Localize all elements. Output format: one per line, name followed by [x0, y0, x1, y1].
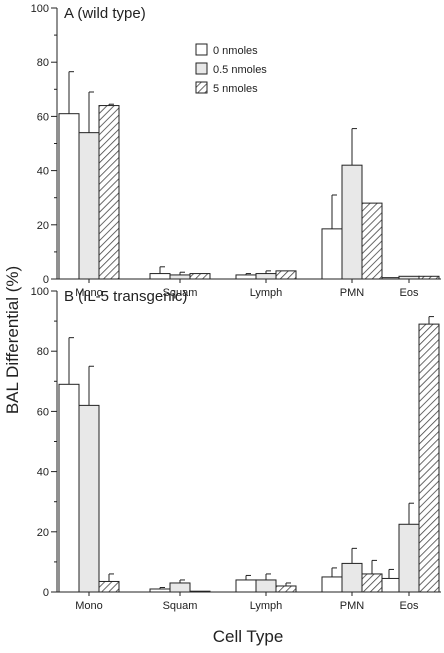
bar-0-5-nmoles-eos [398, 523, 420, 593]
bar-5-nmoles-pmn [361, 573, 383, 593]
y-tick-label: 40 [37, 166, 49, 178]
y-tick-label: 0 [43, 274, 49, 286]
y-tick-label: 60 [37, 406, 49, 418]
bar-0-5-nmoles-pmn [341, 562, 363, 593]
panel-title: B (IL-5 transgenic) [64, 288, 187, 305]
chart-panel-a: 0 20 40 60 80 100 Mono Squam Lymph PMN Eos A (wild … [31, 3, 441, 299]
x-tick-label: PMN [340, 287, 365, 299]
bar-5-nmoles-mono [98, 105, 120, 280]
bar-5-nmoles-lymph [275, 585, 297, 593]
x-tick-label: Squam [163, 600, 198, 612]
bar-5-nmoles-squam [189, 273, 211, 280]
panel-title: A (wild type) [64, 5, 146, 22]
bar-0-nmoles-lymph [235, 579, 257, 593]
bar-0-nmoles-lymph [235, 274, 257, 280]
x-tick-label: Squam [163, 287, 198, 299]
y-axis-title: BAL Differential (%) [3, 266, 22, 414]
legend-label: 5 nmoles [213, 83, 258, 95]
legend-swatch [195, 62, 208, 75]
bar-0-nmoles-squam [149, 273, 171, 280]
y-tick-label: 0 [43, 587, 49, 599]
bar-0-nmoles-pmn [321, 576, 343, 593]
bar-5-nmoles-eos [418, 275, 440, 280]
bar-5-nmoles-pmn [361, 202, 383, 280]
legend: 0 nmoles 0.5 nmoles 5 nmoles [195, 43, 267, 95]
y-tick-label: 80 [37, 57, 49, 69]
x-tick-label: Mono [75, 287, 103, 299]
y-tick-label: 100 [31, 286, 49, 298]
x-tick-label: Mono [75, 600, 103, 612]
y-tick-label: 40 [37, 467, 49, 479]
chart-panel-b: 0 20 40 60 80 100 Mono Squam Lymph PMN Eos B (IL-5 … [31, 286, 441, 612]
bar-5-nmoles-squam [189, 590, 211, 593]
x-axis-title: Cell Type [213, 627, 284, 646]
y-tick-label: 60 [37, 111, 49, 123]
y-tick-label: 20 [37, 527, 49, 539]
bar-0-nmoles-mono [58, 113, 80, 280]
y-tick-label: 80 [37, 346, 49, 358]
x-tick-label: Eos [400, 287, 419, 299]
y-tick-label: 100 [31, 3, 49, 15]
x-tick-label: Eos [400, 600, 419, 612]
bar-0-5-nmoles-mono [78, 404, 100, 593]
bar-0-5-nmoles-squam [169, 582, 191, 593]
bar-0-nmoles-mono [58, 383, 80, 593]
bar-5-nmoles-eos [418, 323, 440, 593]
bar-0-5-nmoles-mono [78, 132, 100, 280]
bar-0-5-nmoles-lymph [255, 273, 277, 280]
bar-5-nmoles-mono [98, 580, 120, 593]
bar-5-nmoles-lymph [275, 270, 297, 280]
bar-0-nmoles-pmn [321, 228, 343, 280]
bar-0-5-nmoles-eos [398, 275, 420, 280]
x-tick-label: PMN [340, 600, 365, 612]
legend-label: 0.5 nmoles [213, 64, 267, 76]
legend-label: 0 nmoles [213, 45, 258, 57]
x-tick-label: Lymph [250, 287, 283, 299]
bar-0-5-nmoles-pmn [341, 164, 363, 280]
legend-swatch [195, 81, 208, 94]
legend-swatch [195, 43, 208, 56]
bar-0-nmoles-squam [149, 588, 171, 593]
bar-0-5-nmoles-lymph [255, 579, 277, 593]
x-tick-label: Lymph [250, 600, 283, 612]
bar-0-5-nmoles-squam [169, 274, 191, 280]
y-tick-label: 20 [37, 220, 49, 232]
